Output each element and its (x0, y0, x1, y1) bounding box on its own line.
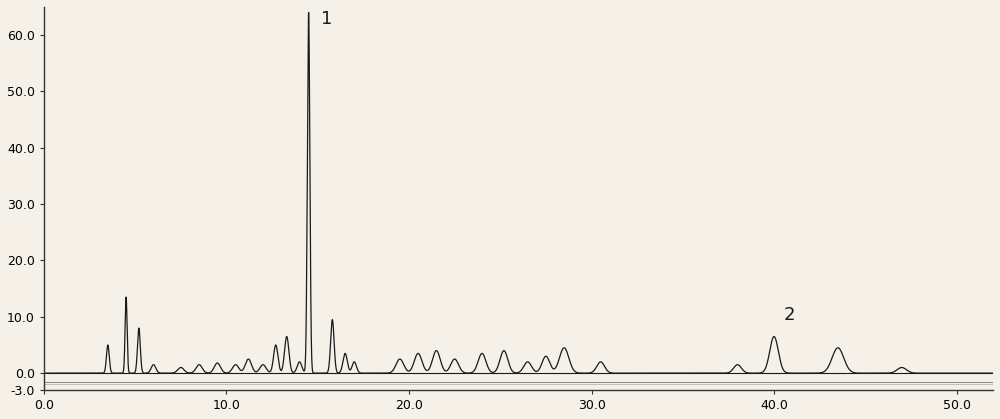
Text: 1: 1 (321, 10, 333, 28)
Text: 2: 2 (783, 305, 795, 323)
